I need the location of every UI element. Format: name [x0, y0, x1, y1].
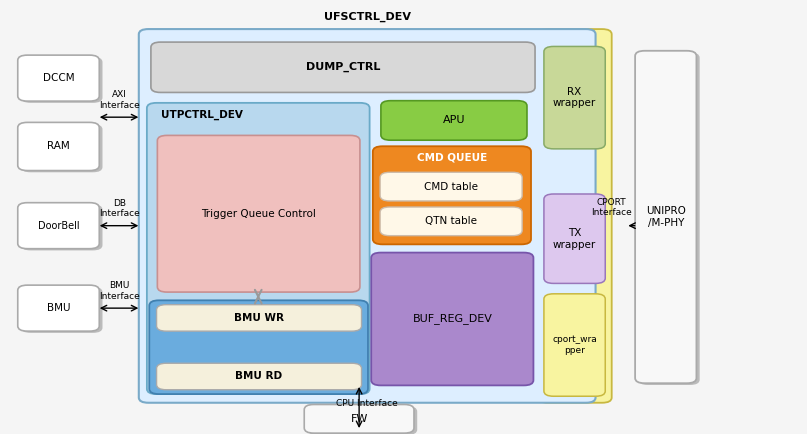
Text: CMD QUEUE: CMD QUEUE	[416, 153, 487, 163]
FancyBboxPatch shape	[544, 194, 605, 283]
Text: DoorBell: DoorBell	[38, 220, 79, 231]
Text: RX
wrapper: RX wrapper	[553, 87, 596, 108]
FancyBboxPatch shape	[18, 203, 99, 249]
Text: APU: APU	[443, 115, 465, 125]
Text: BMU
Interface: BMU Interface	[99, 281, 140, 301]
Text: UTPCTRL_DEV: UTPCTRL_DEV	[161, 109, 243, 120]
FancyBboxPatch shape	[21, 287, 102, 333]
Text: UNIPRO
/M-PHY: UNIPRO /M-PHY	[646, 206, 686, 228]
Text: DUMP_CTRL: DUMP_CTRL	[306, 62, 380, 72]
Text: FW: FW	[350, 414, 368, 424]
FancyBboxPatch shape	[538, 29, 612, 403]
FancyBboxPatch shape	[21, 204, 102, 250]
Text: BUF_REG_DEV: BUF_REG_DEV	[412, 313, 492, 325]
FancyBboxPatch shape	[371, 253, 533, 385]
FancyBboxPatch shape	[139, 29, 596, 403]
FancyBboxPatch shape	[380, 172, 522, 201]
FancyBboxPatch shape	[544, 294, 605, 396]
FancyBboxPatch shape	[18, 55, 99, 101]
Text: BMU RD: BMU RD	[236, 372, 282, 381]
Text: BMU: BMU	[47, 303, 70, 313]
FancyBboxPatch shape	[157, 363, 362, 390]
FancyBboxPatch shape	[21, 57, 102, 103]
FancyBboxPatch shape	[18, 285, 99, 331]
Text: cport_wra
pper: cport_wra pper	[552, 335, 597, 355]
FancyBboxPatch shape	[18, 122, 99, 171]
Text: Trigger Queue Control: Trigger Queue Control	[201, 209, 316, 219]
FancyBboxPatch shape	[638, 53, 700, 385]
FancyBboxPatch shape	[544, 46, 605, 149]
FancyBboxPatch shape	[380, 207, 522, 236]
FancyBboxPatch shape	[304, 404, 414, 433]
Text: TX
wrapper: TX wrapper	[553, 228, 596, 250]
Text: CPU Interface: CPU Interface	[337, 399, 398, 408]
FancyBboxPatch shape	[381, 101, 527, 140]
Text: AXI
Interface: AXI Interface	[99, 90, 140, 110]
Text: QTN table: QTN table	[425, 216, 477, 227]
FancyBboxPatch shape	[635, 51, 696, 383]
Text: DCCM: DCCM	[43, 73, 74, 83]
Text: CMD table: CMD table	[424, 181, 478, 192]
Text: RAM: RAM	[47, 141, 70, 151]
FancyBboxPatch shape	[147, 103, 370, 394]
FancyBboxPatch shape	[157, 305, 362, 331]
Text: CPORT
Interface: CPORT Interface	[592, 197, 632, 217]
Text: DB
Interface: DB Interface	[99, 199, 140, 218]
FancyBboxPatch shape	[307, 406, 417, 434]
FancyBboxPatch shape	[149, 300, 368, 394]
FancyBboxPatch shape	[151, 42, 535, 92]
FancyBboxPatch shape	[21, 124, 102, 172]
Text: UFSCTRL_DEV: UFSCTRL_DEV	[324, 11, 411, 22]
FancyBboxPatch shape	[157, 135, 360, 292]
FancyBboxPatch shape	[373, 146, 531, 244]
Text: BMU WR: BMU WR	[234, 313, 284, 323]
